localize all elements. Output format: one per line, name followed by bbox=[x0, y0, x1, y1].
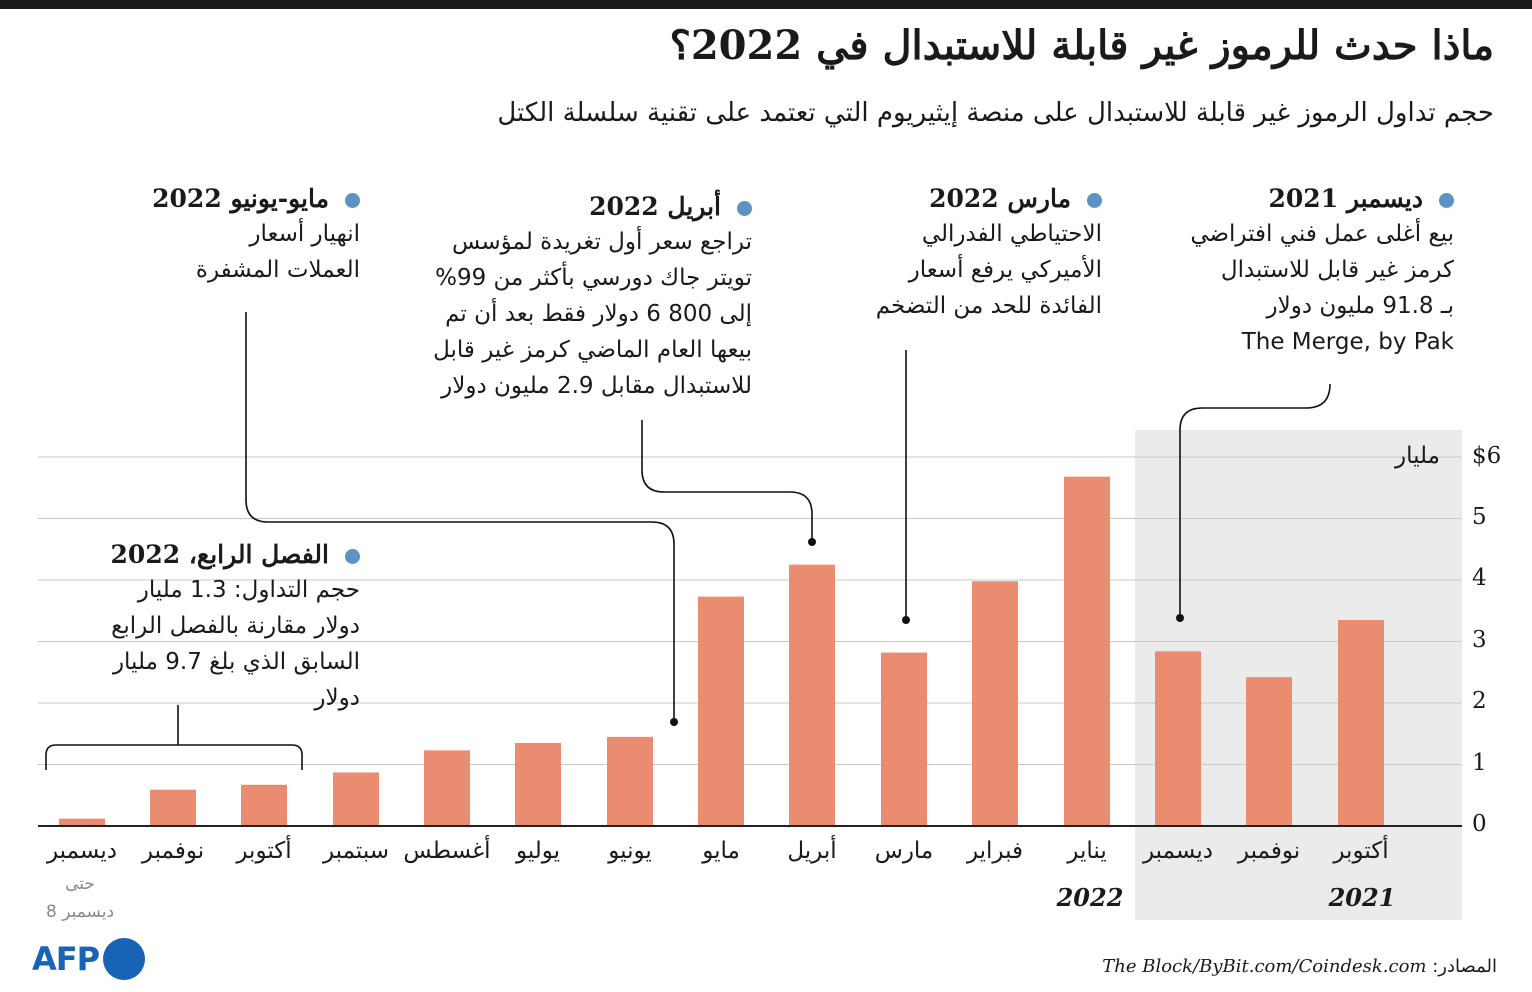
annotation-line: تويتر جاك دورسي بأكثر من 99% bbox=[435, 265, 752, 291]
note-line: حتى bbox=[65, 874, 95, 894]
annotation-line: للاستبدال مقابل 2.9 مليون دولار bbox=[441, 373, 752, 399]
y-tick-label: $6 bbox=[1472, 443, 1502, 469]
bar bbox=[1338, 619, 1384, 826]
annotation-line: بيعها العام الماضي كرمز غير قابل bbox=[433, 337, 752, 363]
annotation-line: الفائدة للحد من التضخم bbox=[875, 293, 1102, 319]
bar bbox=[1155, 651, 1201, 826]
bullet-dot-icon bbox=[1439, 193, 1454, 208]
annotation-line: حجم التداول: 1.3 مليار bbox=[137, 577, 360, 603]
x-tick-label: ديسمبر bbox=[1142, 838, 1214, 864]
bar bbox=[789, 564, 835, 826]
annotation-line: إلى 800 6 دولار فقط بعد أن تم bbox=[445, 301, 752, 327]
leader-line-may-jun-2022 bbox=[245, 312, 675, 722]
annotation-line: الأميركي يرفع أسعار bbox=[908, 257, 1102, 283]
year-label-2022: 2022 bbox=[1056, 883, 1124, 912]
x-tick-label: أغسطس bbox=[403, 838, 491, 864]
x-tick-label: يوليو bbox=[515, 838, 561, 864]
logo-text: AFP bbox=[32, 940, 100, 978]
year-label-2021: 2021 bbox=[1328, 883, 1396, 912]
leader-dot bbox=[670, 718, 678, 726]
annotation-line: دولار مقارنة بالفصل الرابع bbox=[111, 613, 360, 639]
x-tick-label: أبريل bbox=[787, 838, 837, 864]
annotation-q4-2022: الفصل الرابع، 2022 حجم التداول: 1.3 مليا… bbox=[111, 538, 360, 716]
last-category-note: حتى 8 ديسمبر bbox=[46, 870, 114, 926]
bar bbox=[698, 596, 744, 826]
annotation-line: بيع أغلى عمل فني افتراضي bbox=[1190, 221, 1454, 247]
bar bbox=[1246, 677, 1292, 826]
x-tick-label: مايو bbox=[702, 838, 740, 864]
x-tick-label: ديسمبر bbox=[46, 838, 118, 864]
annotation-line: العملات المشفرة bbox=[195, 257, 360, 283]
afp-logo: AFP bbox=[32, 938, 146, 980]
y-tick-label: 2 bbox=[1472, 688, 1487, 714]
y-tick-label: 3 bbox=[1472, 627, 1487, 653]
annotation-dec-2021: ديسمبر 2021 بيع أغلى عمل فني افتراضي كرم… bbox=[1190, 182, 1454, 360]
bar bbox=[607, 736, 653, 826]
bar bbox=[424, 750, 470, 826]
x-tick-label: يونيو bbox=[608, 838, 652, 864]
y-tick-label: 0 bbox=[1472, 811, 1487, 837]
y-tick-label: 4 bbox=[1472, 565, 1487, 591]
leader-dot bbox=[808, 538, 816, 546]
x-tick-label: نوفمبر bbox=[141, 838, 205, 864]
x-tick-label: مارس bbox=[874, 838, 934, 864]
annotation-heading: مارس 2022 bbox=[929, 184, 1071, 213]
bar bbox=[150, 789, 196, 826]
annotation-line: الاحتياطي الفدرالي bbox=[921, 221, 1102, 247]
annotation-apr-2022: أبريل 2022 تراجع سعر أول تغريدة لمؤسس تو… bbox=[433, 190, 752, 404]
q4-bracket bbox=[45, 705, 303, 770]
y-tick-label: 1 bbox=[1472, 750, 1487, 776]
annotation-mar-2022: مارس 2022 الاحتياطي الفدرالي الأميركي ير… bbox=[876, 182, 1102, 324]
annotation-line: السابق الذي بلغ 9.7 مليار bbox=[112, 649, 360, 675]
bullet-dot-icon bbox=[345, 193, 360, 208]
annotation-may-jun-2022: مايو-يونيو 2022 انهيار أسعار العملات الم… bbox=[152, 182, 360, 288]
note-line: 8 ديسمبر bbox=[45, 902, 115, 922]
logo-circle-icon bbox=[103, 938, 146, 980]
x-tick-label: نوفمبر bbox=[1237, 838, 1301, 864]
y-tick-label: 5 bbox=[1472, 504, 1487, 530]
bar bbox=[881, 652, 927, 826]
bar bbox=[515, 742, 561, 826]
bar bbox=[241, 784, 287, 826]
annotation-heading: ديسمبر 2021 bbox=[1268, 184, 1423, 213]
source-text: The Block/ByBit.com/Coindesk.com bbox=[1102, 956, 1427, 977]
source-prefix: المصادر: bbox=[1432, 956, 1497, 977]
annotation-line: دولار bbox=[314, 685, 360, 711]
annotation-heading: أبريل 2022 bbox=[589, 192, 721, 221]
bullet-dot-icon bbox=[1087, 193, 1102, 208]
leader-line-apr-2022 bbox=[641, 420, 813, 542]
y-unit-label: مليار bbox=[1395, 443, 1440, 469]
annotation-heading: مايو-يونيو 2022 bbox=[152, 184, 329, 213]
annotation-line: كرمز غير قابل للاستبدال bbox=[1220, 257, 1454, 283]
annotation-line: The Merge, by Pak bbox=[1241, 329, 1454, 355]
bullet-dot-icon bbox=[737, 201, 752, 216]
annotation-line: تراجع سعر أول تغريدة لمؤسس bbox=[452, 229, 752, 255]
annotation-heading: الفصل الرابع، 2022 bbox=[110, 540, 329, 569]
x-tick-label: يناير bbox=[1067, 838, 1107, 864]
page-subtitle: حجم تداول الرموز غير قابلة للاستبدال على… bbox=[497, 98, 1494, 128]
bar bbox=[333, 772, 379, 826]
x-tick-label: أكتوبر bbox=[236, 838, 292, 864]
source-credit: المصادر: The Block/ByBit.com/Coindesk.co… bbox=[1102, 956, 1497, 977]
page-title: ماذا حدث للرموز غير قابلة للاستبدال في 2… bbox=[669, 22, 1494, 69]
leader-line-dec-2021 bbox=[1179, 383, 1331, 618]
leader-dot bbox=[1176, 614, 1184, 622]
bar bbox=[59, 818, 105, 826]
bar bbox=[1064, 476, 1110, 826]
bullet-dot-icon bbox=[345, 549, 360, 564]
annotation-line: بـ 91.8 مليون دولار bbox=[1266, 293, 1454, 319]
leader-dot bbox=[902, 616, 910, 624]
bar bbox=[972, 581, 1018, 826]
x-tick-label: أكتوبر bbox=[1333, 838, 1389, 864]
annotation-line: انهيار أسعار bbox=[249, 221, 360, 247]
top-rule bbox=[0, 0, 1532, 9]
x-tick-label: فبراير bbox=[966, 838, 1024, 864]
x-tick-label: سبتمبر bbox=[322, 838, 390, 864]
